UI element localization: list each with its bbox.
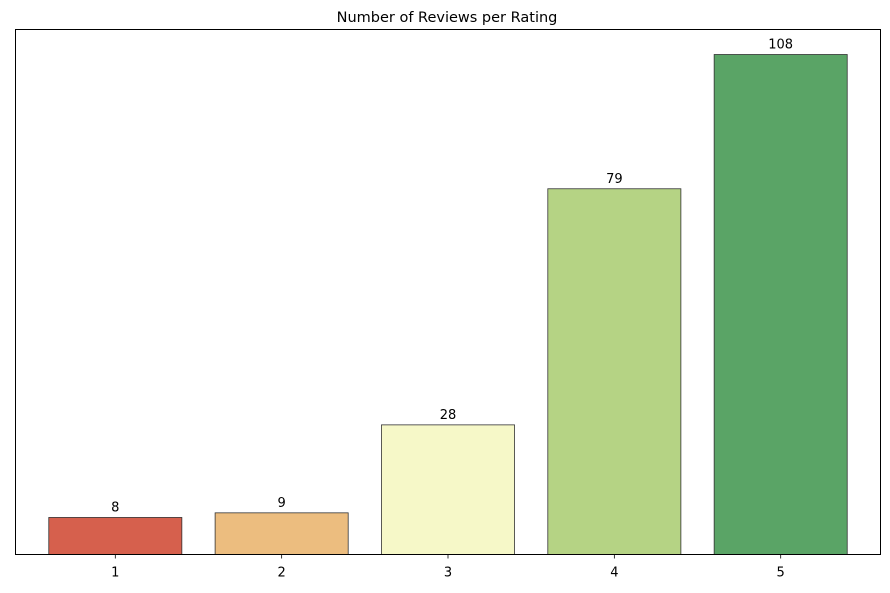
x-tick-label: 5 xyxy=(777,566,785,581)
x-tick-label: 2 xyxy=(278,566,286,581)
plot-frame xyxy=(15,29,881,555)
data-label-rating-5: 108 xyxy=(768,38,793,53)
x-tick-label: 4 xyxy=(610,566,618,581)
bars-layer xyxy=(48,54,848,555)
data-label-rating-4: 79 xyxy=(606,172,623,187)
bar-rating-4 xyxy=(547,188,682,555)
bar-rating-5 xyxy=(713,54,848,555)
data-labels-layer: 8 9 28 79 108 xyxy=(111,38,793,516)
bar-rating-1 xyxy=(48,517,183,555)
chart-title: Number of Reviews per Rating xyxy=(337,10,558,26)
x-tick-label: 1 xyxy=(111,566,119,581)
x-tick-label: 3 xyxy=(444,566,452,581)
x-axis: 1 2 3 4 5 xyxy=(111,554,785,581)
data-label-rating-1: 8 xyxy=(111,500,119,515)
bar-rating-3 xyxy=(381,424,515,555)
data-label-rating-2: 9 xyxy=(278,496,286,511)
bar-rating-2 xyxy=(214,512,349,555)
data-label-rating-3: 28 xyxy=(440,408,457,423)
